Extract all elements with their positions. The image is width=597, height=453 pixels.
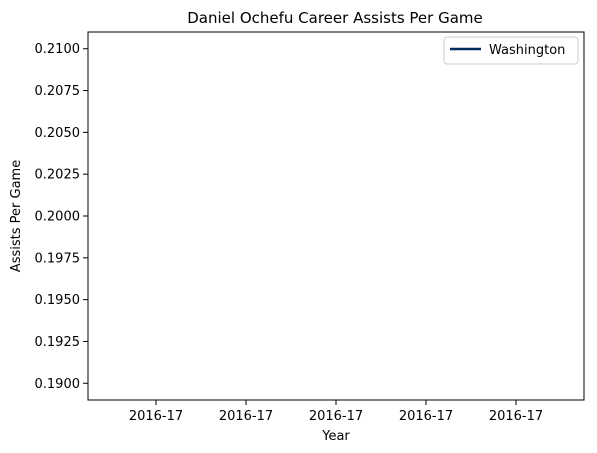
plot-area-frame — [87, 31, 585, 401]
x-tick-label: 2016-17 — [489, 409, 543, 424]
y-axis-ticks: 0.1900 0.1925 0.1950 0.1975 0.2000 0.2025 0.20… — [35, 42, 88, 392]
y-tick-label: 0.2025 — [35, 168, 81, 183]
x-tick-label: 2016-17 — [129, 409, 183, 424]
y-tick-label: 0.2000 — [35, 210, 81, 225]
y-tick-label: 0.1975 — [35, 251, 81, 266]
x-axis-ticks: 2016-17 2016-17 2016-17 2016-17 2016-17 — [129, 400, 543, 424]
legend-label-washington: Washington — [489, 43, 565, 58]
y-axis-label: Assists Per Game — [9, 160, 24, 272]
x-tick-label: 2016-17 — [309, 409, 363, 424]
y-tick-label: 0.1900 — [35, 377, 81, 392]
y-tick-label: 0.2050 — [35, 126, 81, 141]
x-tick-label: 2016-17 — [399, 409, 453, 424]
y-tick-label: 0.2100 — [35, 42, 81, 57]
y-tick-label: 0.2075 — [35, 84, 81, 99]
x-axis-label: Year — [321, 429, 350, 444]
legend-box — [443, 36, 579, 65]
x-tick-label: 2016-17 — [219, 409, 273, 424]
y-tick-label: 0.1950 — [35, 293, 81, 308]
legend: Washington — [443, 36, 579, 65]
y-tick-label: 0.1925 — [35, 335, 81, 350]
chart-title: Daniel Ochefu Career Assists Per Game — [187, 9, 483, 27]
